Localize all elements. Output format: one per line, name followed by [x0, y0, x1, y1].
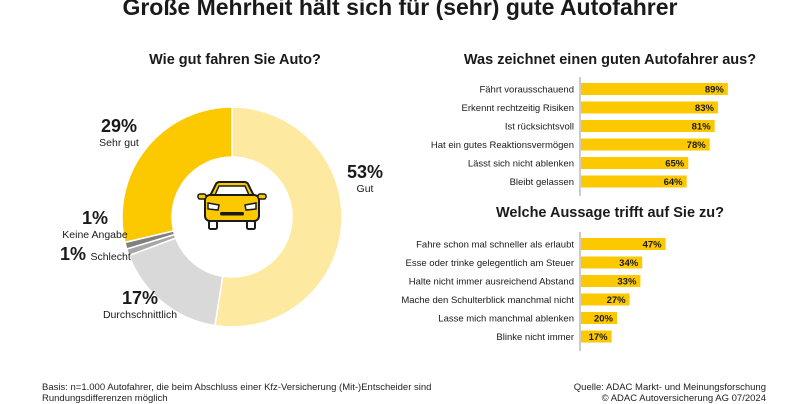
label-gut: 53% Gut: [340, 162, 390, 195]
bar: [581, 175, 687, 188]
bar-value-label: 78%: [687, 140, 707, 151]
bar: [581, 238, 666, 250]
bar-chart-1: Fährt vorausschauend 89% Erkennt rechtzeit…: [431, 77, 728, 196]
bar-value-label: 81%: [692, 122, 712, 133]
footer-basis: Basis: n=1.000 Autofahrer, die beim Absc…: [42, 382, 431, 404]
bar-category-label: Hat ein gutes Reaktionsvermögen: [431, 140, 574, 151]
donut-title: Wie gut fahren Sie Auto?: [149, 52, 321, 68]
bar: [581, 101, 718, 114]
slice-label: Keine Angabe: [62, 229, 128, 241]
bar-value-label: 64%: [664, 177, 684, 188]
bar-value-label: 34%: [619, 258, 639, 269]
donut-chart: [121, 106, 343, 328]
bar: [581, 256, 643, 269]
label-sehr-gut: 29% Sehr gut: [96, 116, 142, 149]
bar-category-label: Esse oder trinke gelegentlich am Steuer: [406, 258, 574, 269]
bar-category-label: Ist rücksichtsvoll: [505, 122, 574, 133]
bar: [581, 275, 641, 287]
slice-label: Sehr gut: [99, 137, 139, 149]
footer-source: Quelle: ADAC Markt- und Meinungsforschun…: [574, 382, 766, 404]
footer-basis-line1: Basis: n=1.000 Autofahrer, die beim Absc…: [42, 382, 432, 393]
bar: [581, 138, 710, 151]
bar-value-label: 17%: [589, 332, 609, 343]
bar: [581, 157, 689, 169]
bar-chart-1-title: Was zeichnet einen guten Autofahrer aus?: [463, 52, 757, 68]
slice-value: 1%: [60, 244, 87, 264]
bar-value-label: 33%: [617, 277, 637, 288]
footer-source-line1: Quelle: ADAC Markt- und Meinungsforschun…: [573, 382, 766, 393]
slice-label: Durchschnittlich: [102, 309, 178, 321]
bar-chart-2-title: Welche Aussage trifft auf Sie zu?: [495, 205, 724, 221]
bar-value-label: 27%: [607, 295, 627, 306]
bar: [581, 120, 715, 132]
footer-source-line2: © ADAC Autoversicherung AG 07/2024: [601, 393, 766, 404]
bar: [581, 312, 617, 324]
bar-category-label: Bleibt gelassen: [510, 177, 574, 188]
slice-value: 53%: [346, 162, 384, 182]
slice-label: Schlecht: [90, 251, 131, 263]
bar-category-label: Blinke nicht immer: [496, 332, 574, 343]
slice-value: 29%: [100, 116, 138, 136]
bar: [581, 293, 630, 306]
slice-label: Gut: [356, 183, 374, 195]
bar-value-label: 83%: [695, 103, 715, 114]
donut-slice-gut: [214, 106, 343, 328]
car-icon: [197, 181, 267, 230]
footer-basis-line2: Rundungsdifferenzen möglich: [42, 393, 168, 404]
label-schlecht: 1% Schlecht: [60, 244, 131, 265]
label-durchschnittlich: 17% Durchschnittlich: [95, 288, 185, 321]
slice-value: 17%: [121, 288, 159, 308]
bar-value-label: 89%: [705, 85, 725, 96]
donut-slice-sehr-gut: [121, 106, 233, 244]
bar-category-label: Lasse mich manchmal ablenken: [438, 314, 574, 325]
bar-category-label: Mache den Schulterblick manchmal nicht: [401, 295, 574, 306]
bar-chart-2: Fahre schon mal schneller als erlaubt 47%…: [401, 232, 666, 351]
bar-value-label: 65%: [665, 159, 685, 170]
bar-category-label: Fahre schon mal schneller als erlaubt: [416, 240, 574, 251]
bar-category-label: Lässt sich nicht ablenken: [468, 159, 574, 170]
bar-category-label: Halte nicht immer ausreichend Abstand: [409, 277, 574, 288]
label-keine-angabe: 1% Keine Angabe: [60, 208, 130, 241]
bar-value-label: 47%: [643, 240, 663, 251]
bar-value-label: 20%: [594, 314, 614, 325]
bar-category-label: Erkennt rechtzeitig Risiken: [462, 103, 574, 114]
slice-value: 1%: [81, 208, 108, 228]
main-title: Große Mehrheit hält sich für (sehr) gute…: [122, 0, 678, 20]
bar-category-label: Fährt vorausschauend: [479, 85, 574, 96]
bar: [581, 83, 728, 95]
bar: [581, 330, 612, 343]
